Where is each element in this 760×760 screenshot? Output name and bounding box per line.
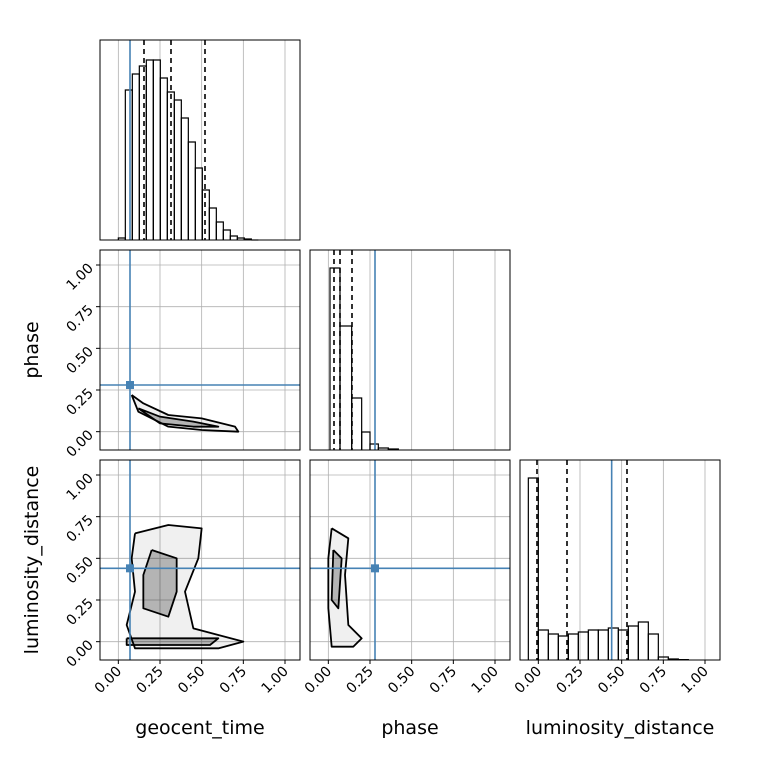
hist-bar [557,635,569,660]
hist-bar [215,221,224,240]
hist-bar [229,235,238,240]
x-tick-label: 0.00 [92,664,125,697]
hist-bar [369,443,379,450]
x-axis-label: luminosity_distance [526,717,715,739]
y-tick-label: 0.00 [63,637,96,670]
hist-bar [124,89,133,240]
contour [330,549,343,610]
y-tick-label: 0.50 [63,344,96,377]
x-tick-label: 1.00 [258,664,291,697]
truth-marker [371,564,379,573]
hist-bar [547,633,559,660]
hist-bar [607,627,619,660]
hist-bar [208,207,217,240]
x-tick-label: 0.75 [217,664,250,697]
hist-bar [145,59,154,240]
contour [125,637,220,646]
panel-frame [99,459,301,661]
x-tick-label: 0.00 [302,664,335,697]
hist-bar [131,73,140,240]
x-tick-label: 0.50 [175,664,208,697]
hist-bar [647,633,659,660]
x-tick-label: 0.25 [133,664,166,697]
x-axis-label: geocent_time [135,717,264,739]
x-tick-label: 1.00 [678,664,711,697]
contour [137,407,220,428]
x-axis-label: phase [381,717,438,739]
hist-bar [201,189,210,240]
y-tick-label: 1.00 [63,261,96,294]
contour [327,527,363,648]
x-tick-label: 0.25 [343,664,376,697]
truth-marker [126,564,134,573]
hist-bar [187,141,196,240]
hist-bar [329,267,341,450]
panel-frame [309,459,511,661]
x-tick-label: 0.75 [427,664,460,697]
hist-bar [637,621,649,660]
x-tick-label: 1.00 [468,664,501,697]
y-tick-label: 0.75 [63,512,96,545]
hist-bar [180,117,189,240]
hist-bar [339,325,353,450]
panel-frame [309,249,511,451]
y-tick-label: 0.75 [63,302,96,335]
x-tick-label: 0.00 [512,664,545,697]
panel-frame [99,249,301,451]
hist-bar [351,397,363,450]
hist-bar [567,633,579,660]
hist-bar [152,59,161,240]
y-tick-label: 0.25 [63,386,96,419]
panel-frame [519,459,721,661]
hist-bar [173,99,182,240]
hist-bar [361,431,371,450]
y-axis-label: phase [21,321,43,378]
x-tick-label: 0.50 [385,664,418,697]
x-tick-label: 0.50 [595,664,628,697]
x-tick-label: 0.25 [553,664,586,697]
panel-frame [99,39,301,241]
y-axis-label: luminosity_distance [21,466,43,655]
hist-bar [597,629,609,660]
hist-bar [222,229,231,240]
y-tick-label: 1.00 [63,471,96,504]
hist-bar [138,65,147,240]
hist-bar [527,477,539,660]
hist-bar [587,629,599,660]
hist-bar [627,625,639,660]
truth-marker [126,381,134,389]
x-tick-label: 0.75 [637,664,670,697]
y-tick-label: 0.50 [63,554,96,587]
hist-bar [159,77,168,240]
contour [142,549,178,618]
contour [125,524,245,650]
y-tick-label: 0.25 [63,596,96,629]
hist-bar [537,629,549,660]
y-tick-label: 0.00 [63,427,96,460]
